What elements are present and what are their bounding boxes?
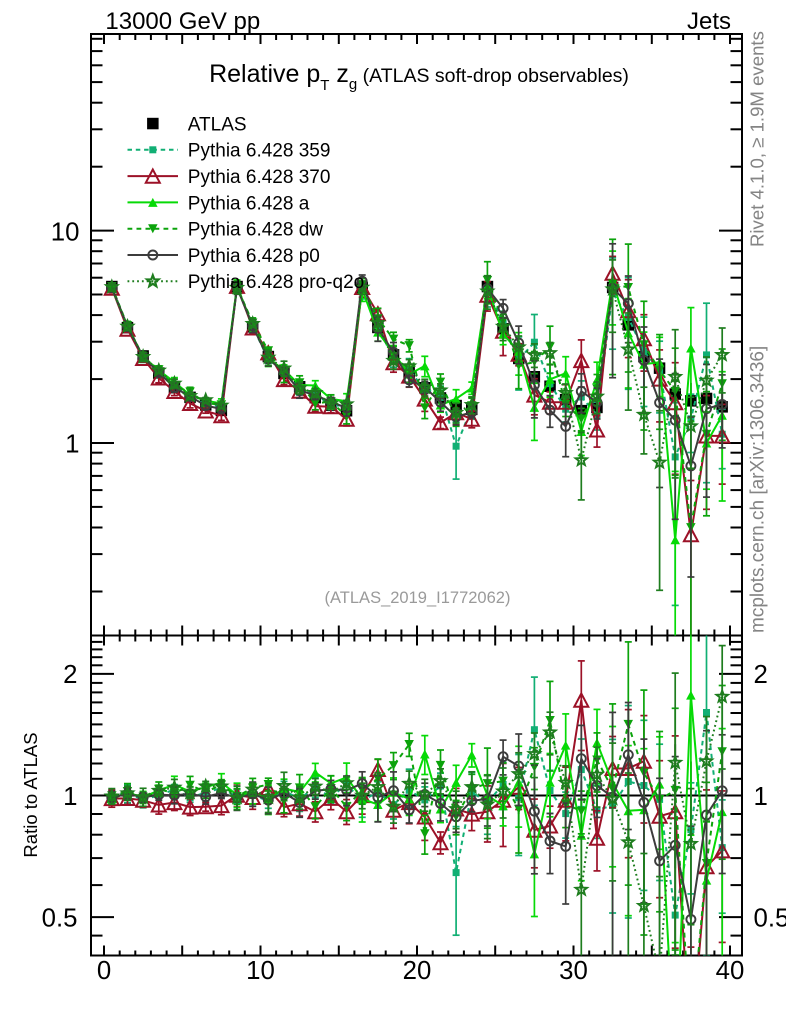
svg-text:40: 40	[716, 957, 745, 985]
svg-text:2: 2	[754, 661, 768, 689]
svg-text:10: 10	[246, 957, 275, 985]
svg-text:Relative pT zg (ATLAS soft-dro: Relative pT zg (ATLAS soft-drop observab…	[209, 60, 629, 94]
svg-text:1: 1	[63, 783, 77, 811]
svg-text:Rivet 4.1.0, ≥ 1.9M events: Rivet 4.1.0, ≥ 1.9M events	[747, 31, 768, 247]
svg-text:30: 30	[559, 957, 588, 985]
svg-text:13000 GeV pp: 13000 GeV pp	[105, 8, 260, 35]
svg-text:Pythia 6.428 p0: Pythia 6.428 p0	[188, 246, 320, 267]
svg-text:Pythia 6.428 359: Pythia 6.428 359	[188, 141, 331, 162]
svg-text:1: 1	[754, 783, 768, 811]
svg-text:2: 2	[63, 661, 77, 689]
svg-text:ATLAS: ATLAS	[188, 114, 247, 135]
svg-text:Pythia 6.428 370: Pythia 6.428 370	[188, 167, 331, 188]
svg-text:Pythia 6.428 a: Pythia 6.428 a	[188, 193, 310, 214]
svg-text:Pythia 6.428 pro-q2o: Pythia 6.428 pro-q2o	[188, 272, 364, 293]
svg-text:Pythia 6.428 dw: Pythia 6.428 dw	[188, 220, 323, 241]
svg-text:(ATLAS_2019_I1772062): (ATLAS_2019_I1772062)	[325, 589, 511, 607]
svg-text:20: 20	[403, 957, 432, 985]
svg-text:1: 1	[65, 430, 79, 458]
svg-text:mcplots.cern.ch [arXiv:1306.34: mcplots.cern.ch [arXiv:1306.3436]	[748, 346, 769, 633]
svg-text:0.5: 0.5	[754, 904, 786, 932]
svg-text:Jets: Jets	[687, 8, 731, 35]
svg-text:10: 10	[51, 218, 80, 246]
svg-text:0: 0	[97, 957, 111, 985]
svg-text:0.5: 0.5	[42, 904, 78, 932]
svg-text:Ratio to ATLAS: Ratio to ATLAS	[20, 732, 41, 857]
